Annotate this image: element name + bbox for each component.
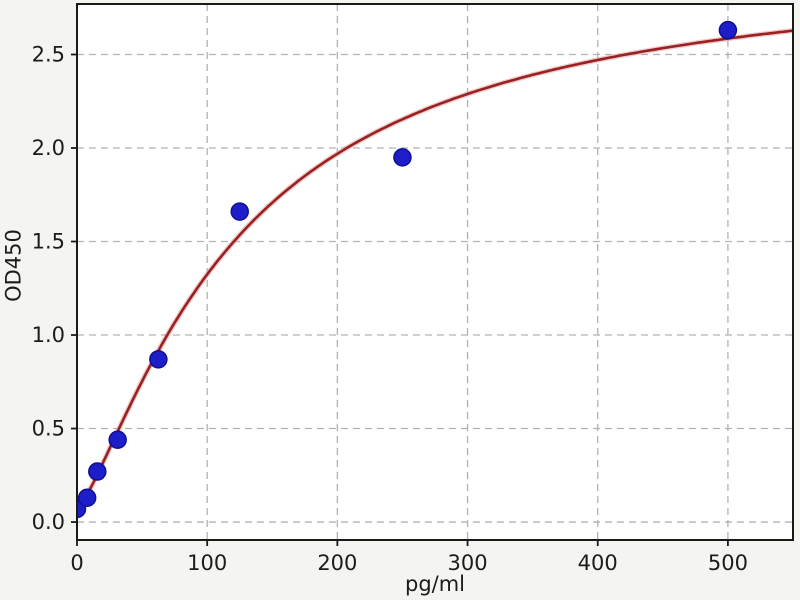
plot-border [76,3,794,541]
y-tick-label-1.5: 1.5 [32,230,65,254]
x-tick-label-100: 100 [187,551,227,575]
x-tick-label-500: 500 [708,551,748,575]
x-tick-label-0: 0 [70,551,83,575]
y-tick-label-2: 2.0 [32,136,65,160]
data-point-250pgml [393,148,412,167]
y-axis-label: OD450 [1,229,26,302]
data-point-62.5pgml [149,350,168,369]
plot-area [77,4,793,540]
x-tick-label-300: 300 [447,551,487,575]
fit-curve [77,29,793,510]
y-tick-label-1: 1.0 [32,323,65,347]
x-axis-label: pg/ml [404,572,466,596]
data-point-31.25pgml [108,430,127,450]
data-point-125pgml [230,202,249,221]
y-tick-label-0.5: 0.5 [32,417,65,441]
x-tick-label-200: 200 [317,551,357,575]
y-tick-label-2.5: 2.5 [32,42,65,66]
data-point-15.6pgml [88,462,107,481]
x-tick-label-400: 400 [578,551,618,575]
y-tick-label-0: 0.0 [32,510,65,534]
data-point-500pgml [718,20,738,40]
data-point-7.8pgml [77,488,97,507]
